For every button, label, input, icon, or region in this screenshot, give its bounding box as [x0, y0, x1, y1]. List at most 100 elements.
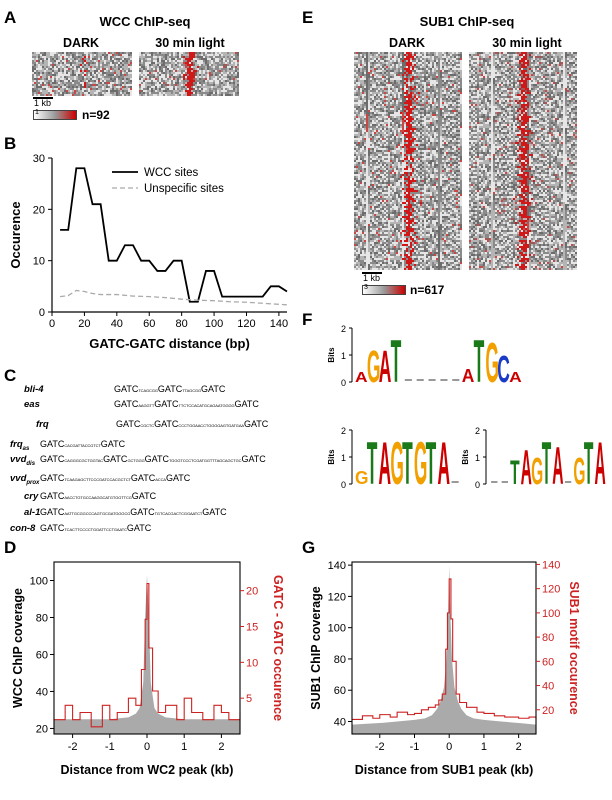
logo-letter-low — [501, 481, 508, 483]
panel-g-xtick: -2 — [375, 741, 385, 753]
panel-g-y2tick: 100 — [542, 608, 560, 620]
logo-ylabel: Bits — [327, 347, 336, 363]
panel-d-ytick: 80 — [36, 612, 48, 624]
logo-letter-low — [428, 379, 436, 381]
logo-letter: T — [402, 431, 413, 498]
panel-label-c: C — [4, 366, 17, 385]
logo-letter: G — [573, 451, 585, 493]
panel-b-xtick: 0 — [49, 318, 55, 330]
logo-letter: T — [391, 329, 402, 396]
logo-letter-low — [440, 379, 448, 381]
panel-g-ytick: 100 — [328, 623, 346, 635]
panel-e-heatmap-light — [469, 52, 577, 270]
panel-label-g: G — [302, 538, 316, 557]
panel-d-chart: 20 40 60 80 100 5 10 15 20 -2 -1 0 1 2 Distance from W… — [11, 561, 285, 777]
logo-ytick: 2 — [341, 426, 346, 436]
panel-label-a: A — [4, 8, 17, 27]
panel-b-series-wcc — [60, 167, 288, 303]
panel-a-colorscale-min: 1 — [35, 109, 39, 116]
gene-name: vvddis — [10, 454, 36, 467]
panel-g-ytick: 60 — [334, 685, 346, 697]
logo-ytick: 0 — [475, 480, 480, 490]
panel-b-chart: 0 10 20 30 0 20 40 60 80 100 120 140 GATC-GATC dista… — [8, 153, 288, 351]
panel-e-colorscale — [362, 285, 406, 295]
panel-d-occurrence-line — [54, 582, 241, 728]
panel-g-ytick: 80 — [334, 654, 346, 666]
panel-e-scalebar-label: 1 kb — [363, 273, 381, 283]
panel-label-e: E — [302, 8, 314, 27]
panel-g-occurrence-line — [352, 578, 537, 721]
logo-letter-low — [452, 379, 460, 381]
panel-g-y2tick: 60 — [542, 656, 554, 668]
gene-name: al-1 — [24, 507, 41, 518]
logo-ytick: 2 — [475, 426, 480, 436]
logo-letter: T — [474, 329, 485, 396]
logo-letter: G — [531, 451, 543, 493]
panel-a-dark-label: DARK — [62, 36, 100, 50]
logo-letter: T — [510, 453, 519, 492]
logo-letter: G — [367, 342, 381, 392]
panel-d-xlabel: Distance from WC2 peak (kb) — [61, 763, 234, 777]
panel-g-y2label: SUB1 motif occurence — [567, 581, 581, 714]
panel-d-y2tick: 20 — [246, 586, 258, 598]
gatc-sequence: GATCCAGGGCGCTGGTACGATCGCTGGGGATCTGGGTCCC… — [40, 454, 266, 464]
logo-letter: G — [485, 331, 499, 395]
panel-a-n-label: n=92 — [82, 108, 110, 122]
panel-b-xtick: 60 — [143, 318, 155, 330]
panel-g-y2tick: 140 — [542, 559, 560, 571]
logo-letter: T — [584, 431, 594, 498]
panel-b-xtick: 20 — [78, 318, 90, 330]
panel-b-legend-wcc: WCC sites — [144, 167, 199, 179]
panel-d-ytick: 40 — [36, 686, 48, 698]
logo-letter-low — [564, 481, 572, 483]
logo-letter-low — [416, 379, 424, 381]
panel-d-y2tick: 5 — [246, 693, 252, 705]
logo-ylabel: Bits — [327, 449, 336, 465]
gatc-sequence: GATCAACCTGTGCCAAGGCATGTGGTTCGGATC — [40, 491, 157, 501]
logo-letter: A — [552, 438, 563, 496]
logo-letter: A — [594, 431, 605, 498]
logo-letter-low — [491, 481, 498, 483]
logo-letter: T — [426, 431, 437, 498]
panel-d-ylabel: WCC ChIP coverage — [11, 588, 25, 708]
panel-d-xtick: -2 — [68, 741, 78, 753]
panel-a-colorscale — [33, 110, 77, 120]
panel-d-y2tick: 15 — [246, 622, 258, 634]
gatc-sequence: GATCAAGGTTGATCTTCTCCACATGCAGAATGGGGGATC — [114, 399, 259, 409]
panel-b-series-unspecific — [60, 289, 288, 306]
logo-letter: A — [379, 431, 392, 498]
panel-e-colorscale-min: 3 — [364, 284, 368, 291]
logo-letter: G — [414, 431, 428, 498]
panel-b-xlabel: GATC-GATC distance (bp) — [89, 336, 250, 351]
panel-b-xtick: 40 — [111, 318, 123, 330]
gatc-sequence: GATCTCACTTCCCCTGGATTCCTGAATCGATC — [40, 523, 152, 533]
panel-e-title: SUB1 ChIP-seq — [419, 14, 515, 29]
panel-d-coverage-area — [54, 574, 240, 734]
panel-b-ytick: 0 — [39, 307, 45, 319]
panel-d-y2tick: 10 — [246, 657, 258, 669]
logo-letter: G — [390, 431, 404, 498]
logo-ytick: 1 — [341, 351, 346, 361]
panel-a-title: WCC ChIP-seq — [99, 14, 191, 29]
panel-g-chart: 40 60 80 100 120 140 20 40 60 80 100 120 140 -2 -1 0 1 2 D… — [309, 559, 581, 777]
panel-d-xtick: 2 — [218, 741, 224, 753]
panel-label-d: D — [4, 538, 17, 557]
panel-a-heatmap-dark — [32, 52, 132, 96]
panel-d-ytick: 20 — [36, 723, 48, 735]
gatc-sequence: GATCCGCTCGATCCCCTGGAACCTGGGGAGTGATGAAGAT… — [116, 419, 269, 429]
panel-d-xtick: -1 — [105, 741, 115, 753]
logo-ylabel: Bits — [461, 449, 470, 465]
panel-b-ytick: 10 — [33, 256, 45, 268]
panel-b-ylabel: Occurence — [8, 201, 23, 268]
panel-e-light-label: 30 min light — [492, 36, 562, 50]
panel-g-xlabel: Distance from SUB1 peak (kb) — [355, 763, 534, 777]
panel-d-xtick: 1 — [181, 741, 187, 753]
logo-letter: A — [509, 369, 522, 386]
logo-letter: A — [521, 440, 532, 495]
logo-ytick: 2 — [341, 324, 346, 334]
panel-b-ytick: 30 — [33, 153, 45, 165]
gene-name: con-8 — [10, 523, 36, 534]
panel-g-y2tick: 20 — [542, 705, 554, 717]
gene-name: cry — [24, 491, 39, 502]
